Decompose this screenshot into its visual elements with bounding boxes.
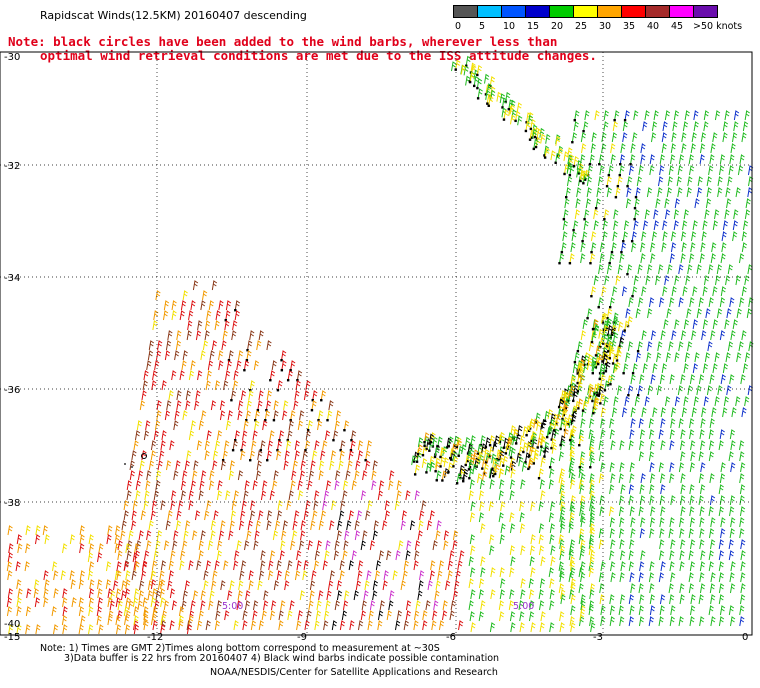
lon-label: -6 <box>446 632 456 643</box>
island-markers <box>124 453 147 468</box>
lat-label: -32 <box>4 161 20 172</box>
lat-label: -34 <box>4 273 20 284</box>
map-title: Rapidscat Winds(12.5KM) 20160407 descend… <box>40 9 307 22</box>
lon-label: -3 <box>593 632 603 643</box>
legend-label-7: 35 <box>623 21 636 32</box>
lon-label: -9 <box>297 632 307 643</box>
lon-label: -12 <box>147 632 163 643</box>
lat-label: -38 <box>4 498 20 509</box>
legend-label-5: 25 <box>575 21 588 32</box>
legend-label-9: 45 <box>671 21 684 32</box>
legend-label-3: 15 <box>527 21 540 32</box>
lat-label: -30 <box>4 52 20 63</box>
legend-label-1: 5 <box>479 21 486 32</box>
legend-label-0: 0 <box>455 21 462 32</box>
legend-label-4: 20 <box>551 21 564 32</box>
longitude-labels: -15 -12 -9 -6 -3 0 <box>4 632 748 643</box>
time-label-right: 5:00 <box>513 601 534 612</box>
latitude-labels: -30 -32 -34 -36 -38 -40 <box>4 52 20 630</box>
lon-label: 0 <box>742 632 748 643</box>
lat-lon-grid <box>0 52 752 635</box>
legend-label-8: 40 <box>647 21 660 32</box>
time-label-left: 5:00 <box>222 601 243 612</box>
lon-label: -15 <box>4 632 20 643</box>
lat-label: -40 <box>4 619 20 630</box>
legend-unit: >50 knots <box>693 21 743 32</box>
footer-note-2: 3)Data buffer is 22 hrs from 20160407 4)… <box>64 653 500 664</box>
credit-line: NOAA/NESDIS/Center for Satellite Applica… <box>210 667 498 678</box>
note-line-1: Note: black circles have been added to t… <box>8 34 558 49</box>
legend-label-2: 10 <box>503 21 516 32</box>
lat-label: -36 <box>4 385 20 396</box>
map-frame <box>0 51 753 636</box>
footer-note-1: Note: 1) Times are GMT 2)Times along bot… <box>40 643 440 654</box>
legend-label-6: 30 <box>599 21 612 32</box>
wind-barbs-layer <box>6 55 754 635</box>
legend-swatch-10 <box>693 5 718 18</box>
